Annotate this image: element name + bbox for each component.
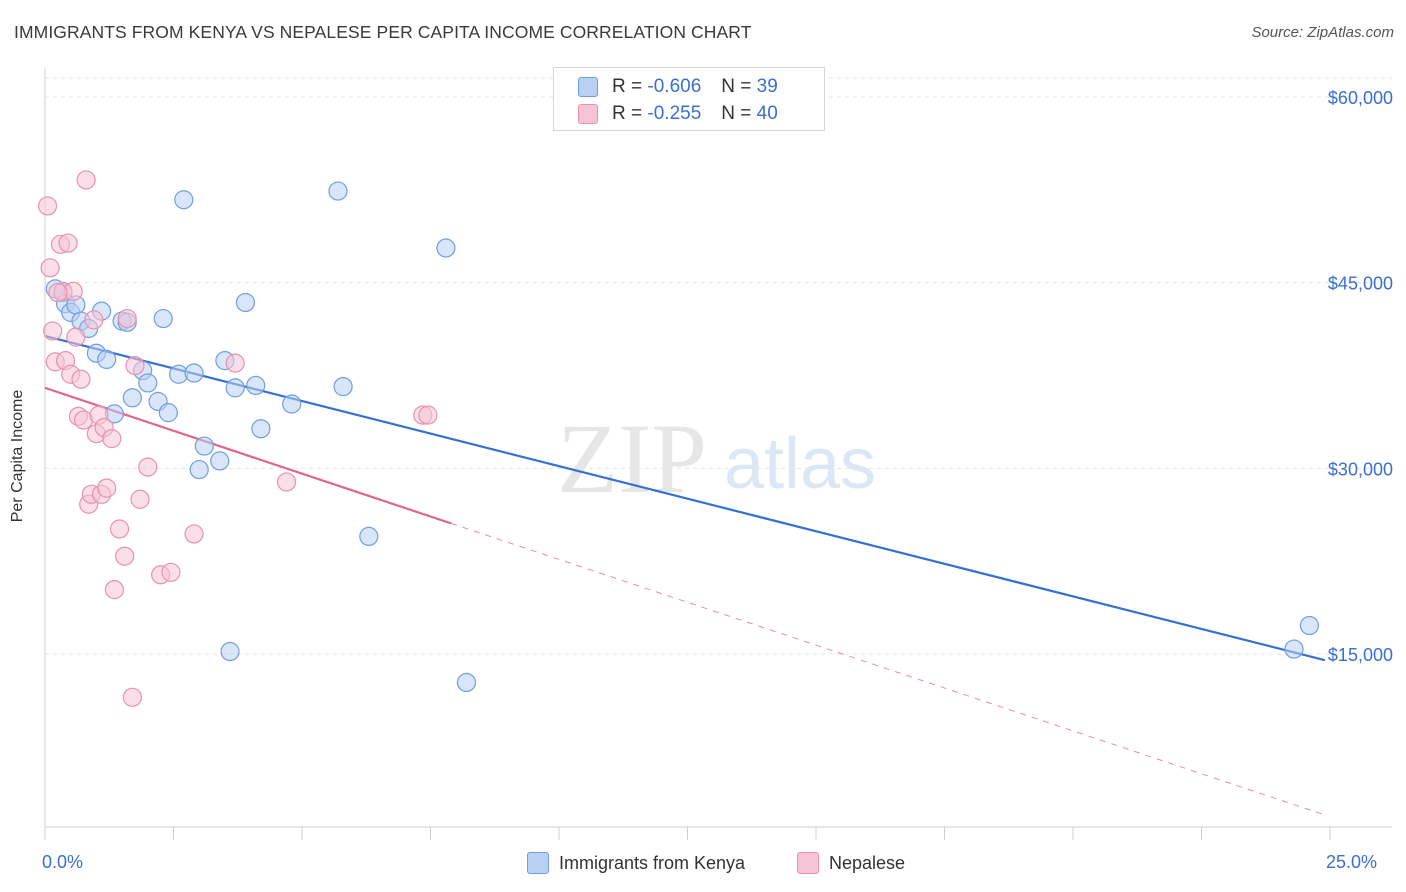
legend-row-kenya: R = -0.606 N = 39 xyxy=(578,75,778,99)
point-nepalese xyxy=(71,369,91,389)
point-kenya xyxy=(235,292,256,313)
chart-title: IMMIGRANTS FROM KENYA VS NEPALESE PER CA… xyxy=(14,22,752,42)
source-label: Source: ZipAtlas.com xyxy=(1251,24,1394,41)
point-nepalese xyxy=(276,472,297,492)
point-nepalese xyxy=(104,580,124,600)
y-tick-label: $45,000 xyxy=(1328,274,1393,294)
legend-n-value-kenya: 39 xyxy=(756,76,778,97)
legend-swatch-kenya xyxy=(578,77,598,97)
point-nepalese xyxy=(184,524,204,544)
trend-line-dashed xyxy=(450,522,1326,816)
series-legend: Immigrants from Kenya Nepalese xyxy=(0,852,1406,878)
legend-row-nepalese: R = -0.255 N = 40 xyxy=(578,102,778,126)
series-legend-label-kenya: Immigrants from Kenya xyxy=(559,852,746,873)
legend-n-label: N = xyxy=(721,103,752,124)
point-kenya xyxy=(1284,639,1304,659)
point-kenya xyxy=(194,436,214,456)
point-kenya xyxy=(225,378,245,398)
point-kenya xyxy=(328,181,348,201)
point-nepalese xyxy=(125,355,145,376)
point-nepalese xyxy=(66,327,86,347)
series-legend-label-nepalese: Nepalese xyxy=(829,852,906,873)
point-kenya xyxy=(282,394,302,414)
watermark: ZIP atlas xyxy=(557,403,876,514)
watermark-zip: ZIP xyxy=(557,403,707,514)
point-nepalese xyxy=(161,562,181,582)
point-nepalese xyxy=(58,233,78,253)
legend-r-value-kenya: -0.606 xyxy=(647,76,702,97)
point-kenya xyxy=(174,190,194,210)
point-nepalese xyxy=(102,429,122,449)
point-nepalese xyxy=(40,258,60,278)
point-nepalese xyxy=(225,353,245,373)
point-kenya xyxy=(220,641,240,662)
legend-r-label: R = xyxy=(612,76,643,97)
point-nepalese xyxy=(84,310,104,330)
series-legend-nepalese[interactable]: Nepalese xyxy=(797,852,905,874)
y-tick-labels: $15,000 $30,000 $45,000 $60,000 xyxy=(1328,88,1393,665)
point-kenya xyxy=(189,459,209,480)
y-tick-label: $60,000 xyxy=(1328,88,1393,108)
point-nepalese xyxy=(115,546,135,566)
point-kenya xyxy=(153,308,173,329)
point-kenya xyxy=(184,363,204,383)
point-nepalese xyxy=(130,489,150,509)
point-kenya xyxy=(333,377,353,397)
legend-swatch-nepalese xyxy=(578,104,598,124)
point-nepalese xyxy=(138,457,158,477)
point-nepalese xyxy=(76,170,96,190)
legend-n-label: N = xyxy=(721,76,752,97)
grid-lines xyxy=(45,77,1392,655)
point-nepalese xyxy=(37,196,58,216)
legend-n-value-nepalese: 40 xyxy=(756,103,778,124)
x-tick-label-min: 0.0% xyxy=(42,852,84,872)
point-nepalese xyxy=(122,687,142,707)
point-nepalese xyxy=(48,282,68,303)
point-nepalese xyxy=(418,405,438,425)
point-kenya xyxy=(138,373,158,393)
point-kenya xyxy=(158,403,178,423)
trend-line-solid xyxy=(44,386,452,525)
point-nepalese xyxy=(109,519,130,539)
y-tick-label: $15,000 xyxy=(1328,645,1393,665)
data-points xyxy=(37,170,1320,707)
point-kenya xyxy=(456,672,477,693)
point-nepalese xyxy=(97,478,117,498)
point-kenya xyxy=(210,451,230,471)
series-legend-kenya[interactable]: Immigrants from Kenya xyxy=(527,852,745,874)
legend-r-label: R = xyxy=(612,103,643,124)
x-tick-label-max: 25.0% xyxy=(1326,852,1378,872)
point-kenya xyxy=(436,238,456,258)
axes xyxy=(44,68,1392,840)
series-legend-swatch-nepalese xyxy=(797,852,819,874)
watermark-atlas: atlas xyxy=(724,424,876,504)
point-nepalese xyxy=(43,321,63,341)
point-kenya xyxy=(359,526,379,547)
point-kenya xyxy=(97,349,117,370)
y-tick-label: $30,000 xyxy=(1328,459,1393,479)
point-nepalese xyxy=(117,308,137,329)
legend-r-value-nepalese: -0.255 xyxy=(647,103,702,124)
point-kenya xyxy=(1299,615,1320,636)
stats-legend: R = -0.606 N = 39 R = -0.255 N = 40 xyxy=(553,67,825,131)
point-kenya xyxy=(246,375,266,396)
point-kenya xyxy=(122,388,142,408)
series-legend-swatch-kenya xyxy=(527,852,549,874)
point-kenya xyxy=(251,419,271,439)
